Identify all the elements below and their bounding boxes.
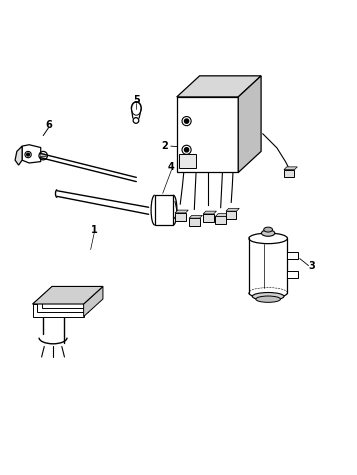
Text: 2: 2 [161,141,168,151]
Text: 5: 5 [133,95,140,105]
Polygon shape [32,286,103,304]
Polygon shape [42,291,96,295]
Polygon shape [177,76,261,97]
Polygon shape [284,167,297,170]
Ellipse shape [264,227,272,232]
Polygon shape [22,145,41,163]
Bar [155,195,173,225]
Bar [37,300,88,312]
Polygon shape [287,252,298,258]
Bar [226,211,236,219]
Circle shape [185,148,189,152]
Polygon shape [32,300,88,304]
Polygon shape [215,214,229,217]
Polygon shape [37,295,92,300]
Bar [42,295,92,308]
Ellipse shape [261,230,275,236]
Ellipse shape [252,293,284,300]
Bar [215,217,226,224]
Bar [203,214,213,222]
Bar [178,154,196,168]
Ellipse shape [256,296,280,303]
Circle shape [41,153,45,158]
Polygon shape [175,210,188,213]
Polygon shape [287,271,298,278]
Bar [175,213,186,220]
Circle shape [27,153,30,156]
Bar [32,304,84,316]
Text: 1: 1 [91,226,97,236]
Polygon shape [203,211,216,214]
Bar [189,218,200,226]
Polygon shape [238,76,261,172]
Polygon shape [15,146,22,165]
Polygon shape [189,215,202,218]
Polygon shape [226,209,239,211]
Text: 4: 4 [168,162,175,172]
Text: 6: 6 [45,120,52,130]
Bar [52,287,100,299]
Text: 3: 3 [309,261,316,271]
Polygon shape [47,287,100,291]
Bar [47,291,96,304]
Bar [177,97,238,172]
Bar [284,170,295,177]
Circle shape [185,119,189,123]
Polygon shape [84,286,103,316]
